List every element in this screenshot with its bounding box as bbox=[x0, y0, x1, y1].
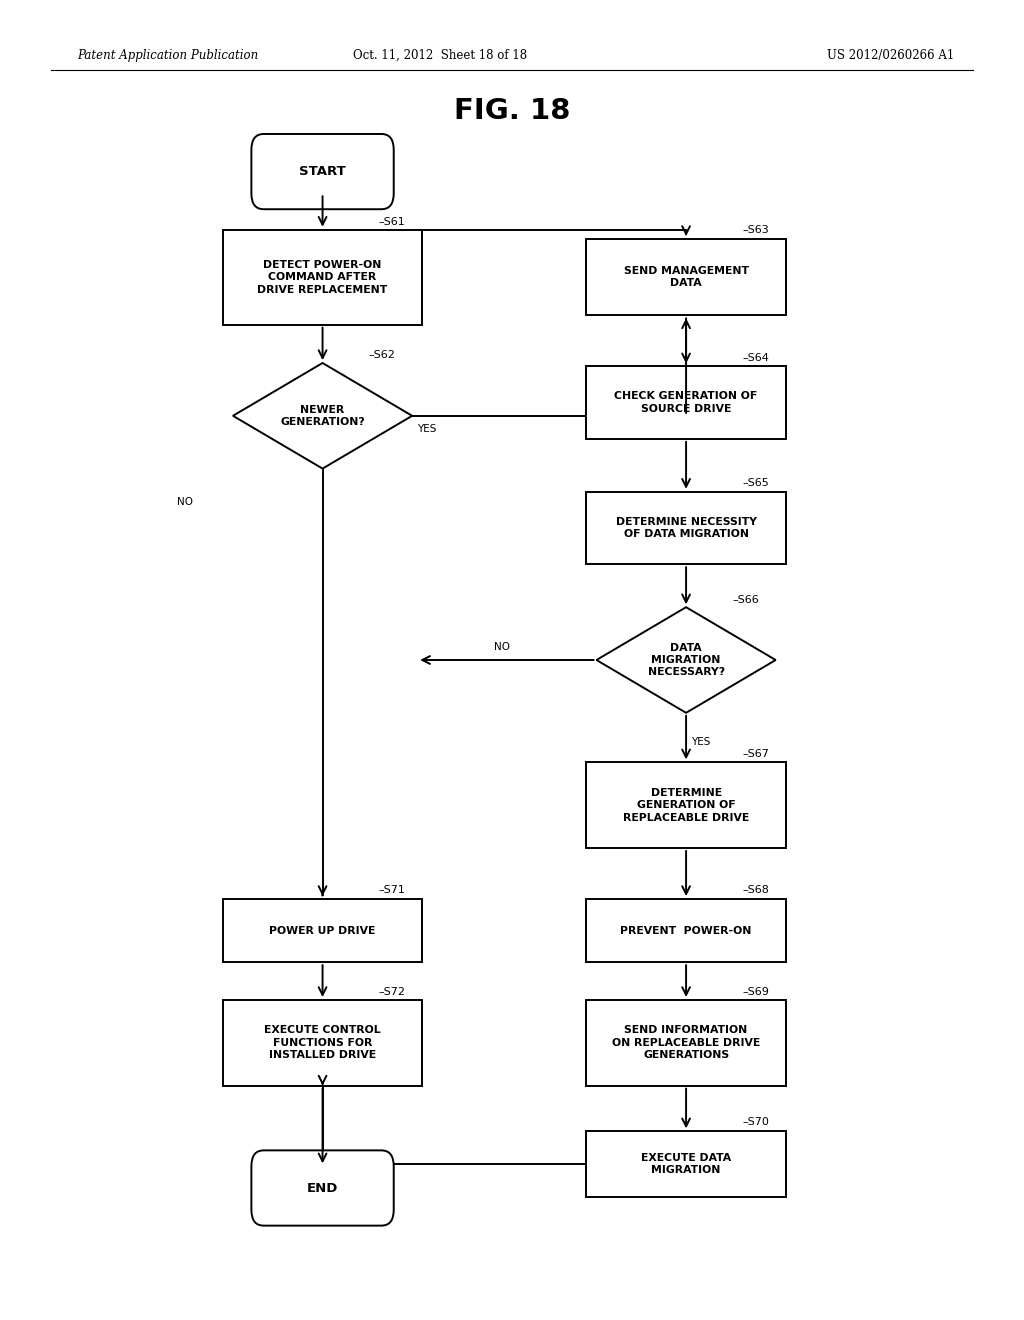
FancyBboxPatch shape bbox=[252, 1150, 393, 1225]
Polygon shape bbox=[596, 607, 776, 713]
Text: –S71: –S71 bbox=[379, 884, 406, 895]
Text: POWER UP DRIVE: POWER UP DRIVE bbox=[269, 925, 376, 936]
Text: SEND INFORMATION
ON REPLACEABLE DRIVE
GENERATIONS: SEND INFORMATION ON REPLACEABLE DRIVE GE… bbox=[612, 1026, 760, 1060]
Text: CHECK GENERATION OF
SOURCE DRIVE: CHECK GENERATION OF SOURCE DRIVE bbox=[614, 392, 758, 413]
Text: NO: NO bbox=[177, 496, 193, 507]
Text: –S63: –S63 bbox=[742, 224, 769, 235]
FancyBboxPatch shape bbox=[223, 230, 422, 325]
Text: END: END bbox=[307, 1181, 338, 1195]
Polygon shape bbox=[233, 363, 412, 469]
FancyBboxPatch shape bbox=[586, 899, 786, 962]
FancyBboxPatch shape bbox=[252, 133, 393, 209]
Text: EXECUTE CONTROL
FUNCTIONS FOR
INSTALLED DRIVE: EXECUTE CONTROL FUNCTIONS FOR INSTALLED … bbox=[264, 1026, 381, 1060]
Text: YES: YES bbox=[691, 737, 711, 747]
Text: DETERMINE
GENERATION OF
REPLACEABLE DRIVE: DETERMINE GENERATION OF REPLACEABLE DRIV… bbox=[623, 788, 750, 822]
Text: –S68: –S68 bbox=[742, 884, 769, 895]
Text: –S64: –S64 bbox=[742, 352, 769, 363]
Text: DETECT POWER-ON
COMMAND AFTER
DRIVE REPLACEMENT: DETECT POWER-ON COMMAND AFTER DRIVE REPL… bbox=[257, 260, 388, 294]
Text: START: START bbox=[299, 165, 346, 178]
FancyBboxPatch shape bbox=[586, 1131, 786, 1197]
FancyBboxPatch shape bbox=[586, 491, 786, 565]
FancyBboxPatch shape bbox=[223, 1001, 422, 1085]
Text: SEND MANAGEMENT
DATA: SEND MANAGEMENT DATA bbox=[624, 267, 749, 288]
FancyBboxPatch shape bbox=[586, 1001, 786, 1085]
FancyBboxPatch shape bbox=[586, 366, 786, 438]
Text: NEWER
GENERATION?: NEWER GENERATION? bbox=[281, 405, 365, 426]
Text: EXECUTE DATA
MIGRATION: EXECUTE DATA MIGRATION bbox=[641, 1154, 731, 1175]
Text: FIG. 18: FIG. 18 bbox=[454, 96, 570, 125]
Text: PREVENT  POWER-ON: PREVENT POWER-ON bbox=[621, 925, 752, 936]
Text: Oct. 11, 2012  Sheet 18 of 18: Oct. 11, 2012 Sheet 18 of 18 bbox=[353, 49, 527, 62]
Text: –S69: –S69 bbox=[742, 986, 769, 997]
Text: YES: YES bbox=[418, 424, 436, 434]
Text: DATA
MIGRATION
NECESSARY?: DATA MIGRATION NECESSARY? bbox=[647, 643, 725, 677]
Text: US 2012/0260266 A1: US 2012/0260266 A1 bbox=[827, 49, 954, 62]
Text: –S61: –S61 bbox=[379, 216, 406, 227]
FancyBboxPatch shape bbox=[586, 762, 786, 847]
Text: DETERMINE NECESSITY
OF DATA MIGRATION: DETERMINE NECESSITY OF DATA MIGRATION bbox=[615, 517, 757, 539]
FancyBboxPatch shape bbox=[586, 239, 786, 315]
Text: –S67: –S67 bbox=[742, 748, 769, 759]
Text: –S72: –S72 bbox=[379, 986, 406, 997]
Text: NO: NO bbox=[495, 642, 510, 652]
Text: –S65: –S65 bbox=[742, 478, 769, 488]
Text: –S70: –S70 bbox=[742, 1117, 769, 1127]
FancyBboxPatch shape bbox=[223, 899, 422, 962]
Text: –S62: –S62 bbox=[369, 350, 395, 360]
Text: –S66: –S66 bbox=[732, 594, 759, 605]
Text: Patent Application Publication: Patent Application Publication bbox=[77, 49, 258, 62]
